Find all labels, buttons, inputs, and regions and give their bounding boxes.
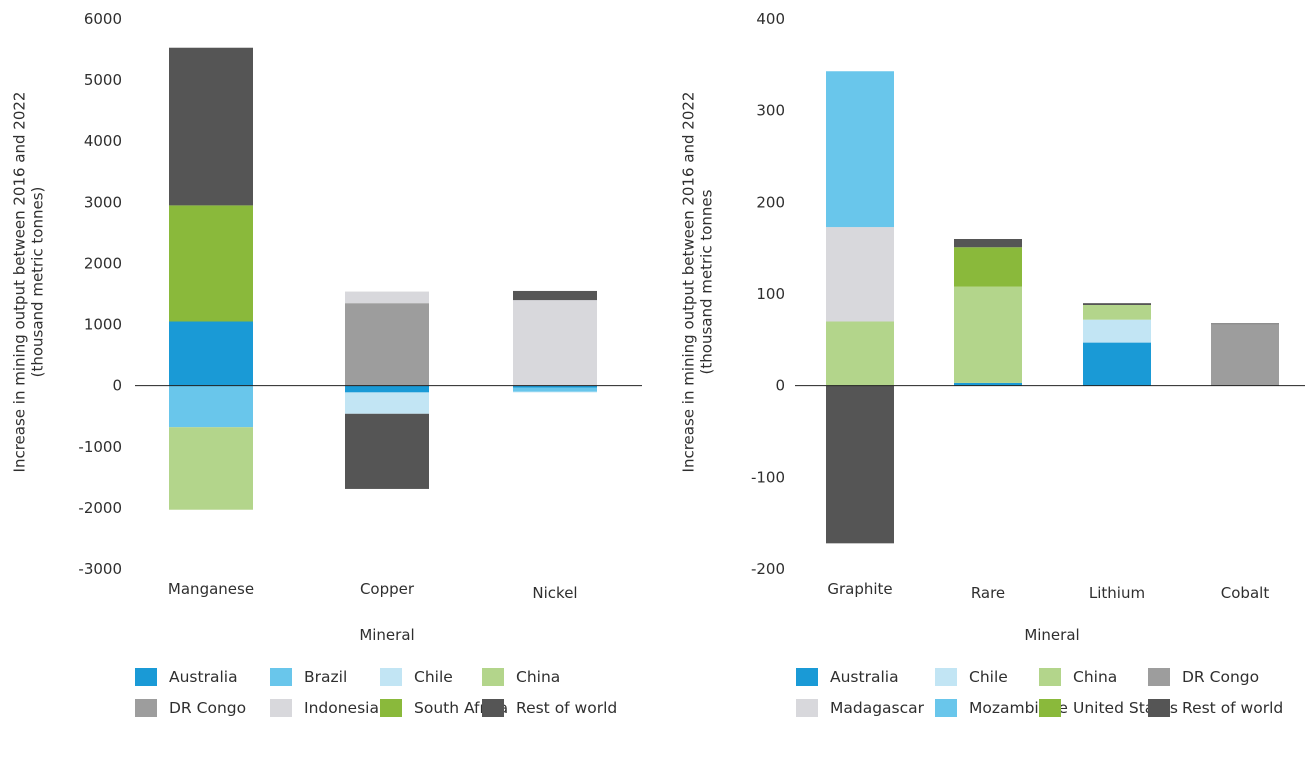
legend-label-australia: Australia [830,668,899,686]
legend-label-dr-congo: DR Congo [1182,668,1259,686]
legend-swatch-dr-congo [1148,668,1170,686]
bar-manganese-australia [169,321,253,386]
bar-lithium-rest-of-world [1083,303,1151,305]
legend-label-chile: Chile [414,668,453,686]
right-chart-panel: 400 300 200 100 0 -100 -200 Graphite Rare Lithium… [680,10,1305,717]
y-tick-label-100: 100 [756,285,785,303]
legend-swatch-china [482,668,504,686]
y-tick-label-2000: -2000 [78,499,122,517]
y-tick-label-3000: -3000 [78,560,122,578]
y-tick-label-3000: 3000 [84,193,122,211]
legend-swatch-united-states [1039,699,1061,717]
y-axis-title-line-2: (thousand metric tonnes) [29,187,47,378]
bar-graphite-china [826,321,894,386]
bar-copper-dr-congo [345,303,429,386]
bar-copper-chile [345,392,429,414]
y-tick-label-2000: 2000 [84,254,122,272]
y-tick-label-5000: 5000 [84,71,122,89]
bar-cobalt-dr-congo [1211,324,1279,386]
bar-nickel-australia [513,385,597,388]
legend-label-dr-congo: DR Congo [169,699,246,717]
x-axis-title: Mineral [359,626,414,644]
y-tick-label-0: 0 [112,377,122,395]
legend-swatch-australia [796,668,818,686]
legend-swatch-mozambique [935,699,957,717]
bar-graphite-madagascar [826,227,894,322]
y-tick-label-6000: 6000 [84,10,122,28]
y-tick-label-4000: 4000 [84,132,122,150]
legend-label-brazil: Brazil [304,668,347,686]
x-axis-title: Mineral [1024,626,1079,644]
legend-swatch-rest-of-world [482,699,504,717]
bar-nickel-indonesia [513,300,597,386]
legend-label-rest-of-world: Rest of world [516,699,617,717]
legend-label-madagascar: Madagascar [830,699,925,717]
bar-rare-china [954,286,1022,383]
bar-graphite-mozambique [826,71,894,228]
x-category-label-lithium: Lithium [1089,584,1145,602]
bar-nickel-rest-of-world [513,290,597,301]
bar-nickel-chile [513,391,597,393]
y-tick-label-300: 300 [756,102,785,120]
x-category-label-rare: Rare [971,584,1005,602]
bar-rare-australia [954,382,1022,386]
legend-label-china: China [1073,668,1117,686]
legend-swatch-south-africa [380,699,402,717]
x-category-label-manganese: Manganese [168,580,254,598]
bar-lithium-chile [1083,319,1151,343]
bar-lithium-australia [1083,342,1151,386]
legend-swatch-madagascar [796,699,818,717]
x-category-label-copper: Copper [360,580,415,598]
legend: Australia Brazil Chile China DR Congo Indones… [135,668,617,717]
y-tick-label-200: -200 [751,560,785,578]
y-axis-title-line-1: Increase in mining output between 2016 a… [680,92,698,473]
y-tick-label-400: 400 [756,10,785,28]
bar-nickel-brazil [513,387,597,392]
bar-rare-united-states [954,247,1022,287]
legend-label-australia: Australia [169,668,238,686]
legend-swatch-chile [935,668,957,686]
left-chart-panel: 6000 5000 4000 3000 2000 1000 0 -1000 -2000 -3000… [11,10,642,717]
y-tick-label-1000: -1000 [78,438,122,456]
bar-manganese-china [169,427,253,510]
y-axis-title-line-1: Increase in mining output between 2016 a… [11,92,29,473]
bar-rare-rest-of-world [954,239,1022,248]
y-axis-title-line-2: (thousand metric tonnes [698,189,716,374]
bar-lithium-china [1083,305,1151,320]
bar-cobalt-rest-of-world [1211,323,1279,325]
legend-swatch-chile [380,668,402,686]
bar-manganese-brazil [169,385,253,428]
bar-graphite-rest-of-world [826,385,894,544]
bar-copper-indonesia [345,291,429,304]
x-category-label-nickel: Nickel [532,584,577,602]
legend-swatch-dr-congo [135,699,157,717]
legend-label-rest-of-world: Rest of world [1182,699,1283,717]
legend-swatch-china [1039,668,1061,686]
legend-swatch-australia [135,668,157,686]
bar-manganese-rest-of-world [169,47,253,206]
legend-label-chile: Chile [969,668,1008,686]
legend-swatch-brazil [270,668,292,686]
bar-manganese-south-africa [169,205,253,322]
y-tick-label-0: 0 [775,377,785,395]
y-tick-label-1000: 1000 [84,316,122,334]
bar-copper-australia [345,385,429,393]
bar-copper-rest-of-world [345,413,429,489]
y-tick-label-200: 200 [756,193,785,211]
legend-label-china: China [516,668,560,686]
legend-swatch-indonesia [270,699,292,717]
legend-label-indonesia: Indonesia [304,699,379,717]
x-category-label-cobalt: Cobalt [1221,584,1270,602]
y-tick-label-100: -100 [751,468,785,486]
legend-swatch-rest-of-world [1148,699,1170,717]
x-category-label-graphite: Graphite [827,580,892,598]
